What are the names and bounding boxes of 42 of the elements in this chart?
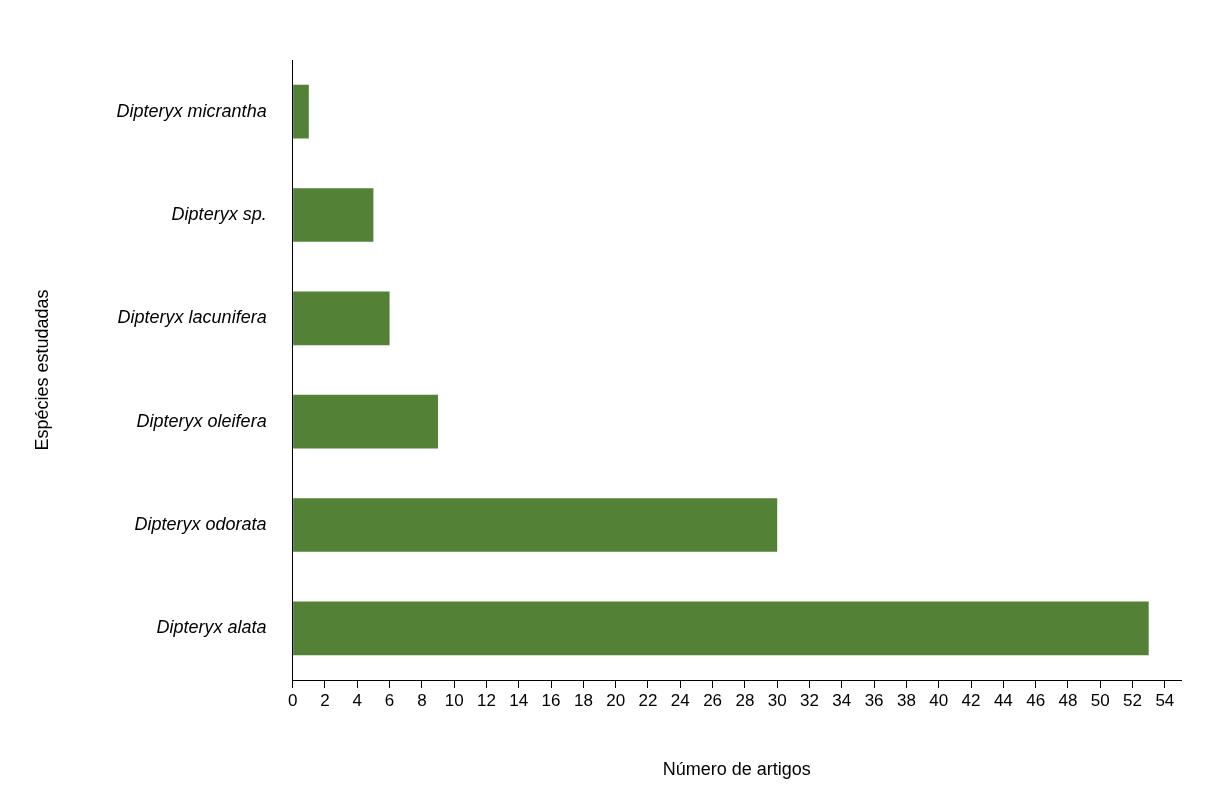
x-tick-label: 50 [1090,690,1110,710]
x-tick-label: 30 [767,690,787,710]
bar [293,84,309,139]
x-tick-label: 6 [384,690,395,710]
bar [293,498,778,552]
x-tick-label: 10 [444,690,464,710]
x-tick-label: 54 [1155,690,1175,710]
x-tick-label: 52 [1123,690,1143,710]
x-tick-label: 22 [638,690,658,710]
x-tick-label: 8 [417,690,427,710]
x-tick-label: 2 [320,690,330,710]
bar [293,291,390,346]
x-tick-label: 32 [800,690,819,710]
bar [293,394,439,449]
x-tick-label: 36 [864,690,884,710]
y-tick-label: Dipteryx sp. [171,204,267,224]
x-tick-label: 38 [896,690,916,710]
x-axis-title: Número de artigos [662,759,811,780]
y-tick-label: Dipteryx micrantha [116,100,267,121]
y-tick-label: Dipteryx lacunifera [117,307,267,328]
x-tick-label: 20 [606,690,626,710]
x-tick-label: 28 [735,690,755,710]
bar [293,188,374,242]
x-tick-label: 42 [961,690,981,710]
x-tick-label: 4 [352,690,362,710]
x-tick-label: 48 [1058,690,1078,710]
x-tick-label: 46 [1026,690,1046,710]
x-tick-label: 44 [993,690,1013,710]
y-axis-title: Espécies estudadas [31,289,52,451]
x-tick-label: 14 [509,690,529,710]
y-tick-label: Dipteryx alata [156,617,267,638]
x-tick-label: 24 [670,690,690,710]
x-tick-label: 0 [287,690,298,710]
x-tick-label: 34 [832,690,852,710]
x-tick-label: 26 [703,690,723,710]
x-tick-label: 16 [541,690,561,710]
y-tick-label: Dipteryx oleifera [136,410,267,431]
bar [293,601,1149,656]
x-tick-label: 12 [477,690,496,710]
x-tick-label: 40 [929,690,949,710]
y-tick-label: Dipteryx odorata [134,514,267,534]
x-tick-label: 18 [573,690,593,710]
